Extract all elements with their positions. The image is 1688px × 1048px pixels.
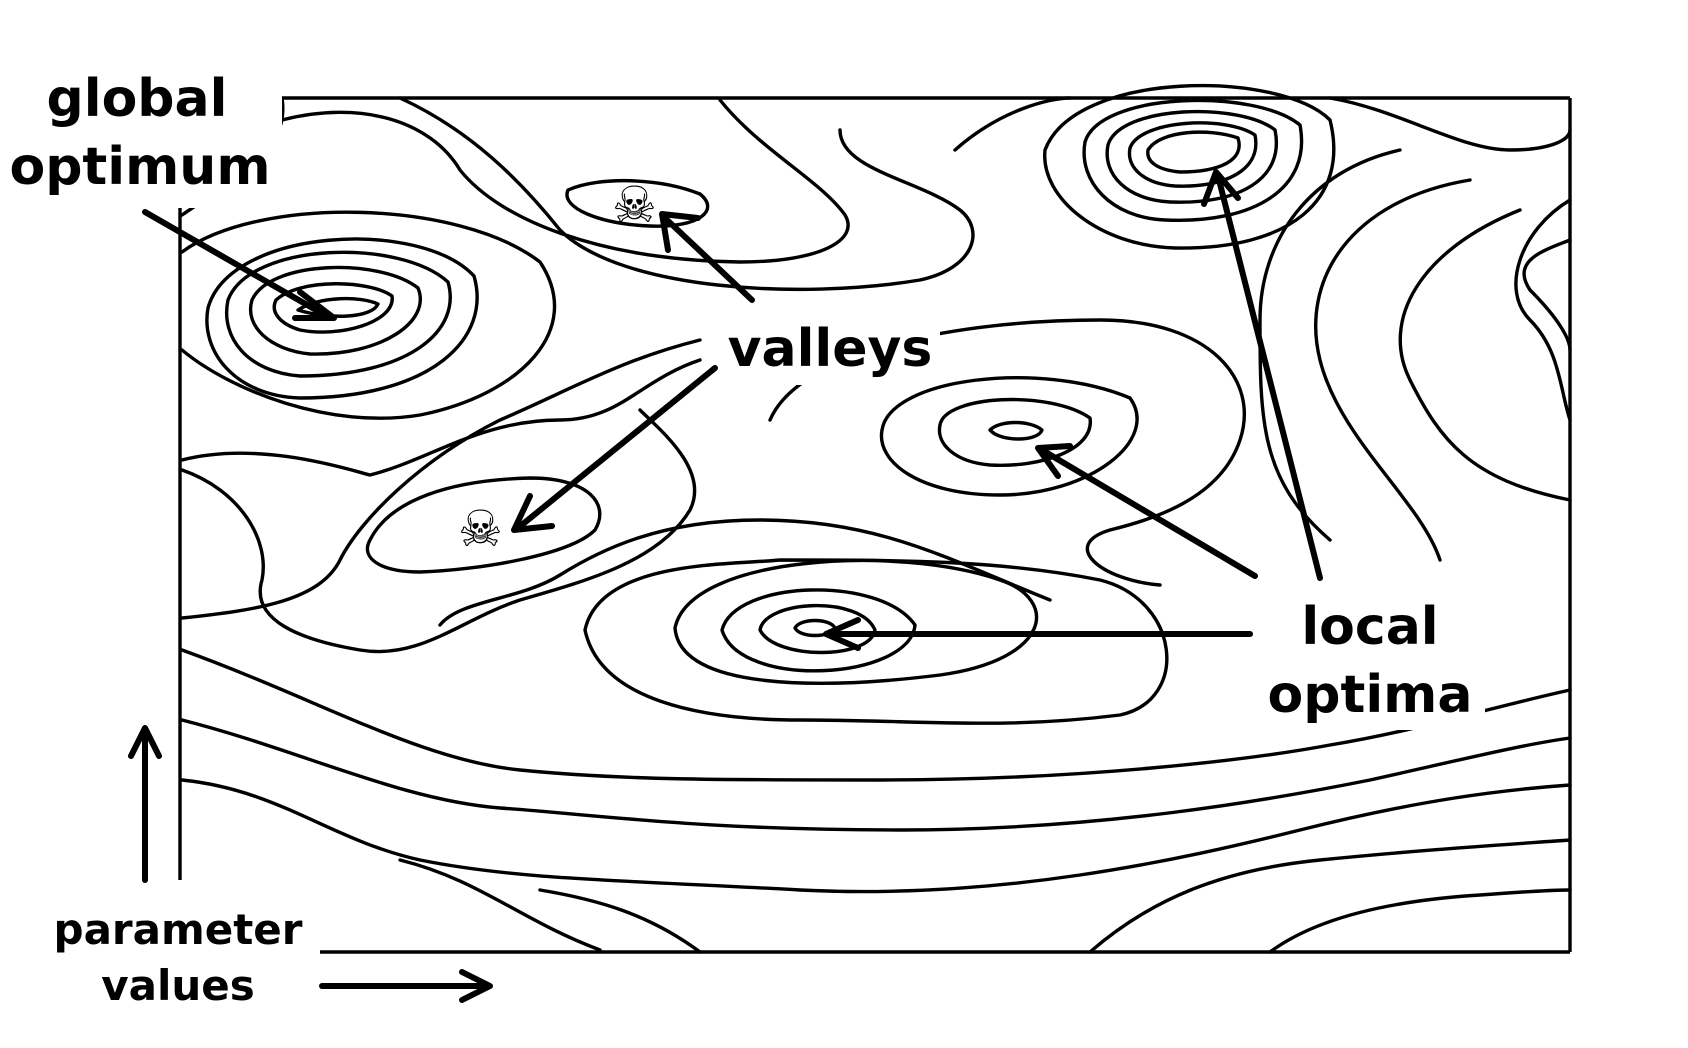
- label-global-optimum-line2: optimum: [9, 137, 270, 197]
- contour-local-center-1: [988, 420, 1044, 441]
- contour-global-8: [180, 358, 702, 477]
- contour-local-low-2: [758, 603, 877, 655]
- contour-top-band-1: [280, 98, 850, 264]
- skull-and-crossbones-icon: ☠: [612, 176, 657, 234]
- contour-global-4: [225, 250, 452, 378]
- contour-lower-band-1: [180, 648, 1572, 782]
- contour-global-5: [205, 237, 479, 400]
- contour-right-band-2: [1522, 238, 1572, 352]
- contour-right-band-5: [1258, 148, 1402, 542]
- contour-local-tr-3: [1105, 109, 1279, 204]
- skull-and-crossbones-icon: ☠: [458, 500, 503, 558]
- arrow-head-icon: [823, 617, 861, 651]
- contour-local-center-3: [879, 376, 1139, 497]
- contour-top-band-2: [398, 96, 975, 292]
- label-parameter-values-line1: parameter: [54, 905, 303, 954]
- contour-local-tr-5: [1043, 83, 1336, 250]
- arrow-head-icon: [659, 211, 701, 253]
- arrow-local-top-right: [1215, 173, 1323, 581]
- label-global-optimum-line1: global: [47, 69, 228, 129]
- arrow-valley-top: [662, 215, 755, 303]
- contour-local-low-3: [720, 588, 917, 673]
- label-local-optima-line1: local: [1301, 597, 1438, 657]
- contour-mid-band-1: [180, 408, 697, 654]
- arrow-head-icon: [128, 725, 162, 759]
- label-mask-global: [0, 60, 282, 208]
- contour-lower-band-5: [1268, 888, 1572, 954]
- label-local-optima-line2: optima: [1268, 665, 1473, 725]
- contour-global-2: [272, 282, 394, 334]
- contour-local-low-5: [583, 558, 1169, 725]
- contour-right-band-3: [1398, 208, 1572, 502]
- contour-right-band-1: [1514, 198, 1572, 422]
- arrow-head-icon: [1035, 443, 1073, 479]
- contour-local-tr-4: [1082, 98, 1304, 222]
- contour-lower-band-6: [538, 888, 702, 954]
- contour-local-center-2: [937, 397, 1092, 468]
- arrow-head-icon: [511, 493, 555, 533]
- label-mask-valleys: [720, 310, 940, 385]
- arrow-head-icon: [1201, 169, 1241, 207]
- contour-global-6: [180, 210, 557, 420]
- arrow-valley-mid: [515, 365, 718, 531]
- contour-local-tr-2: [1127, 121, 1258, 188]
- contour-right-band-4: [1314, 178, 1472, 562]
- contour-valley-mid: [365, 476, 602, 574]
- arrow-head-icon: [459, 969, 493, 1003]
- contour-lines: [180, 83, 1572, 954]
- contour-global-3: [248, 265, 422, 356]
- contour-lower-band-2: [180, 718, 1572, 832]
- contour-lower-band-3: [180, 778, 1572, 894]
- arrow-local-center: [1039, 447, 1258, 579]
- label-mask-local-optima: [1255, 590, 1485, 730]
- arrows: [128, 169, 1323, 1003]
- label-parameter-values-line2: values: [101, 961, 255, 1010]
- contour-local-low-6: [438, 518, 1052, 627]
- arrow-global-optimum: [142, 209, 333, 321]
- contour-local-low-4: [673, 558, 1039, 685]
- contour-local-tr-1: [1146, 130, 1241, 174]
- contour-local-tr-6: [953, 96, 1572, 152]
- contour-valley-top: [565, 178, 710, 228]
- contour-mid-band-2: [180, 338, 702, 620]
- arrow-head-icon: [292, 289, 337, 321]
- contour-lower-band-4: [398, 838, 1572, 954]
- label-valleys: valleys: [728, 319, 933, 379]
